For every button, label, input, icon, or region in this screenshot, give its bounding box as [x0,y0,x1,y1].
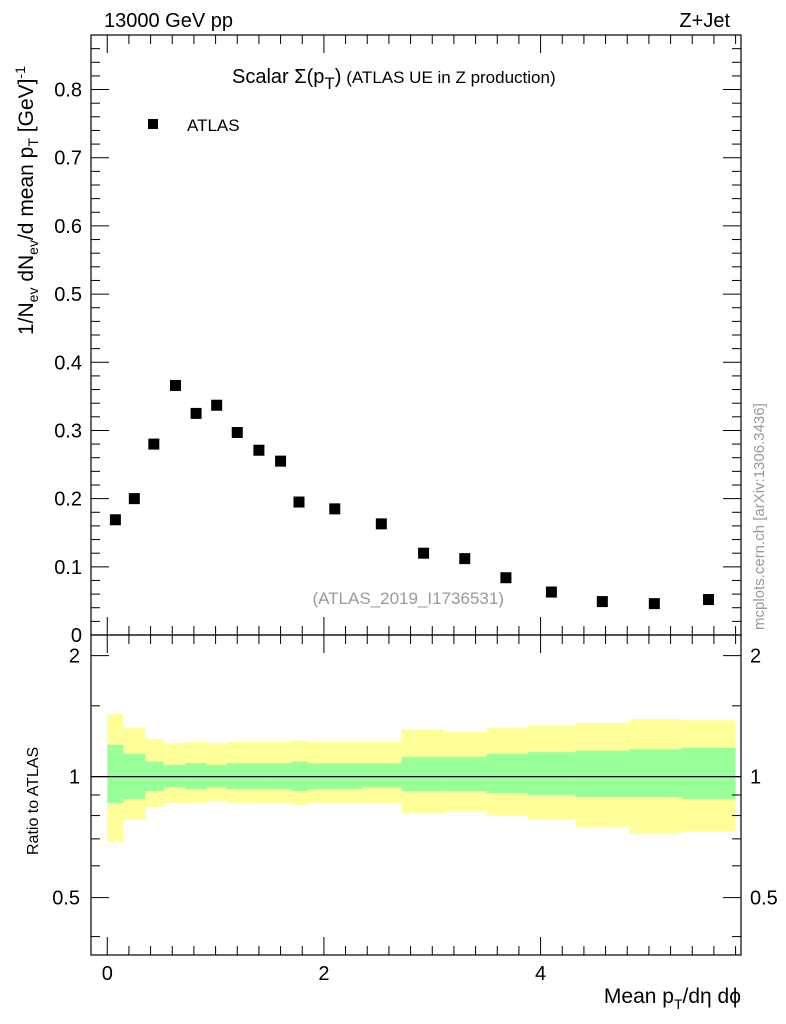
atlas-data-point [648,598,660,610]
header-left: 13000 GeV pp [104,10,233,32]
main-y-tick-label: 0.4 [54,352,82,374]
data-points [109,379,714,610]
atlas-data-point [329,503,341,515]
atlas-data-point [211,399,223,411]
x-tick-label: 4 [535,963,546,985]
atlas-data-point [418,547,430,559]
stat-band-bin [575,750,630,797]
ratio-axis-ticks: 0.5 0.5 1 1 2 2 [52,646,778,938]
ratio-bands [107,714,736,842]
stat-band-bin [361,763,402,788]
stat-band-bin [527,752,576,795]
header-right: Z+Jet [679,10,730,32]
x-axis-label: Mean pT/dη dϕ [604,985,741,1012]
ratio-y-tick-label-right: 2 [750,646,761,668]
ratio-y-tick-label: 0.5 [52,888,80,910]
atlas-data-point [545,586,557,598]
x-axis-ticks: 0 2 4 [102,35,737,985]
x-tick-label: 2 [318,963,329,985]
x-tick-label: 0 [102,963,113,985]
legend-label: ATLAS [187,116,240,135]
stat-band-bin [681,747,736,799]
main-y-tick-label: 0.5 [54,284,82,306]
stat-band-bin [107,744,124,803]
main-y-tick-label: 0.6 [54,216,82,238]
main-axis-ticks: 0 0.1 0.2 0.3 0.4 0.5 0.6 0.7 0.8 [54,48,741,647]
main-y-tick-label: 0.3 [54,420,82,442]
main-y-tick-label: 0.7 [54,148,82,170]
watermark: mcplots.cern.ch [arXiv:1306.3436] [751,403,768,630]
atlas-data-point [500,572,512,584]
ratio-y-tick-label-right: 1 [750,767,761,789]
atlas-data-point [190,407,202,419]
main-y-tick-label: 0.8 [54,80,82,102]
atlas-data-point [109,514,121,526]
analysis-id: (ATLAS_2019_I1736531) [312,589,504,608]
atlas-data-point [459,553,471,565]
atlas-data-point [128,493,140,505]
stat-band-bin [629,749,682,797]
legend-marker [148,119,158,129]
stat-band-bin [445,756,487,792]
stat-band-bin [401,756,446,792]
atlas-data-point [275,455,287,467]
atlas-data-point [253,444,265,456]
stat-band-bin [486,753,528,794]
main-y-tick-label: 0.1 [54,557,82,579]
atlas-data-point [148,438,160,450]
ratio-y-tick-label: 2 [69,646,80,668]
ratio-y-tick-label: 1 [69,767,80,789]
atlas-data-point [293,496,305,508]
atlas-data-point [170,379,181,391]
atlas-data-point [703,594,714,606]
atlas-data-point [596,596,608,608]
atlas-data-point [231,427,243,438]
ratio-y-tick-label-right: 0.5 [750,888,778,910]
ratio-y-axis-label: Ratio to ATLAS [25,747,42,855]
main-y-tick-label: 0 [71,625,82,647]
plot-title: Scalar Σ(pT) (ATLAS UE in Z production) [232,66,556,93]
main-y-axis-label: 1/Nev dNev/d mean pT [GeV]-1 [12,66,41,335]
atlas-data-point [375,518,387,530]
main-y-tick-label: 0.2 [54,489,82,511]
